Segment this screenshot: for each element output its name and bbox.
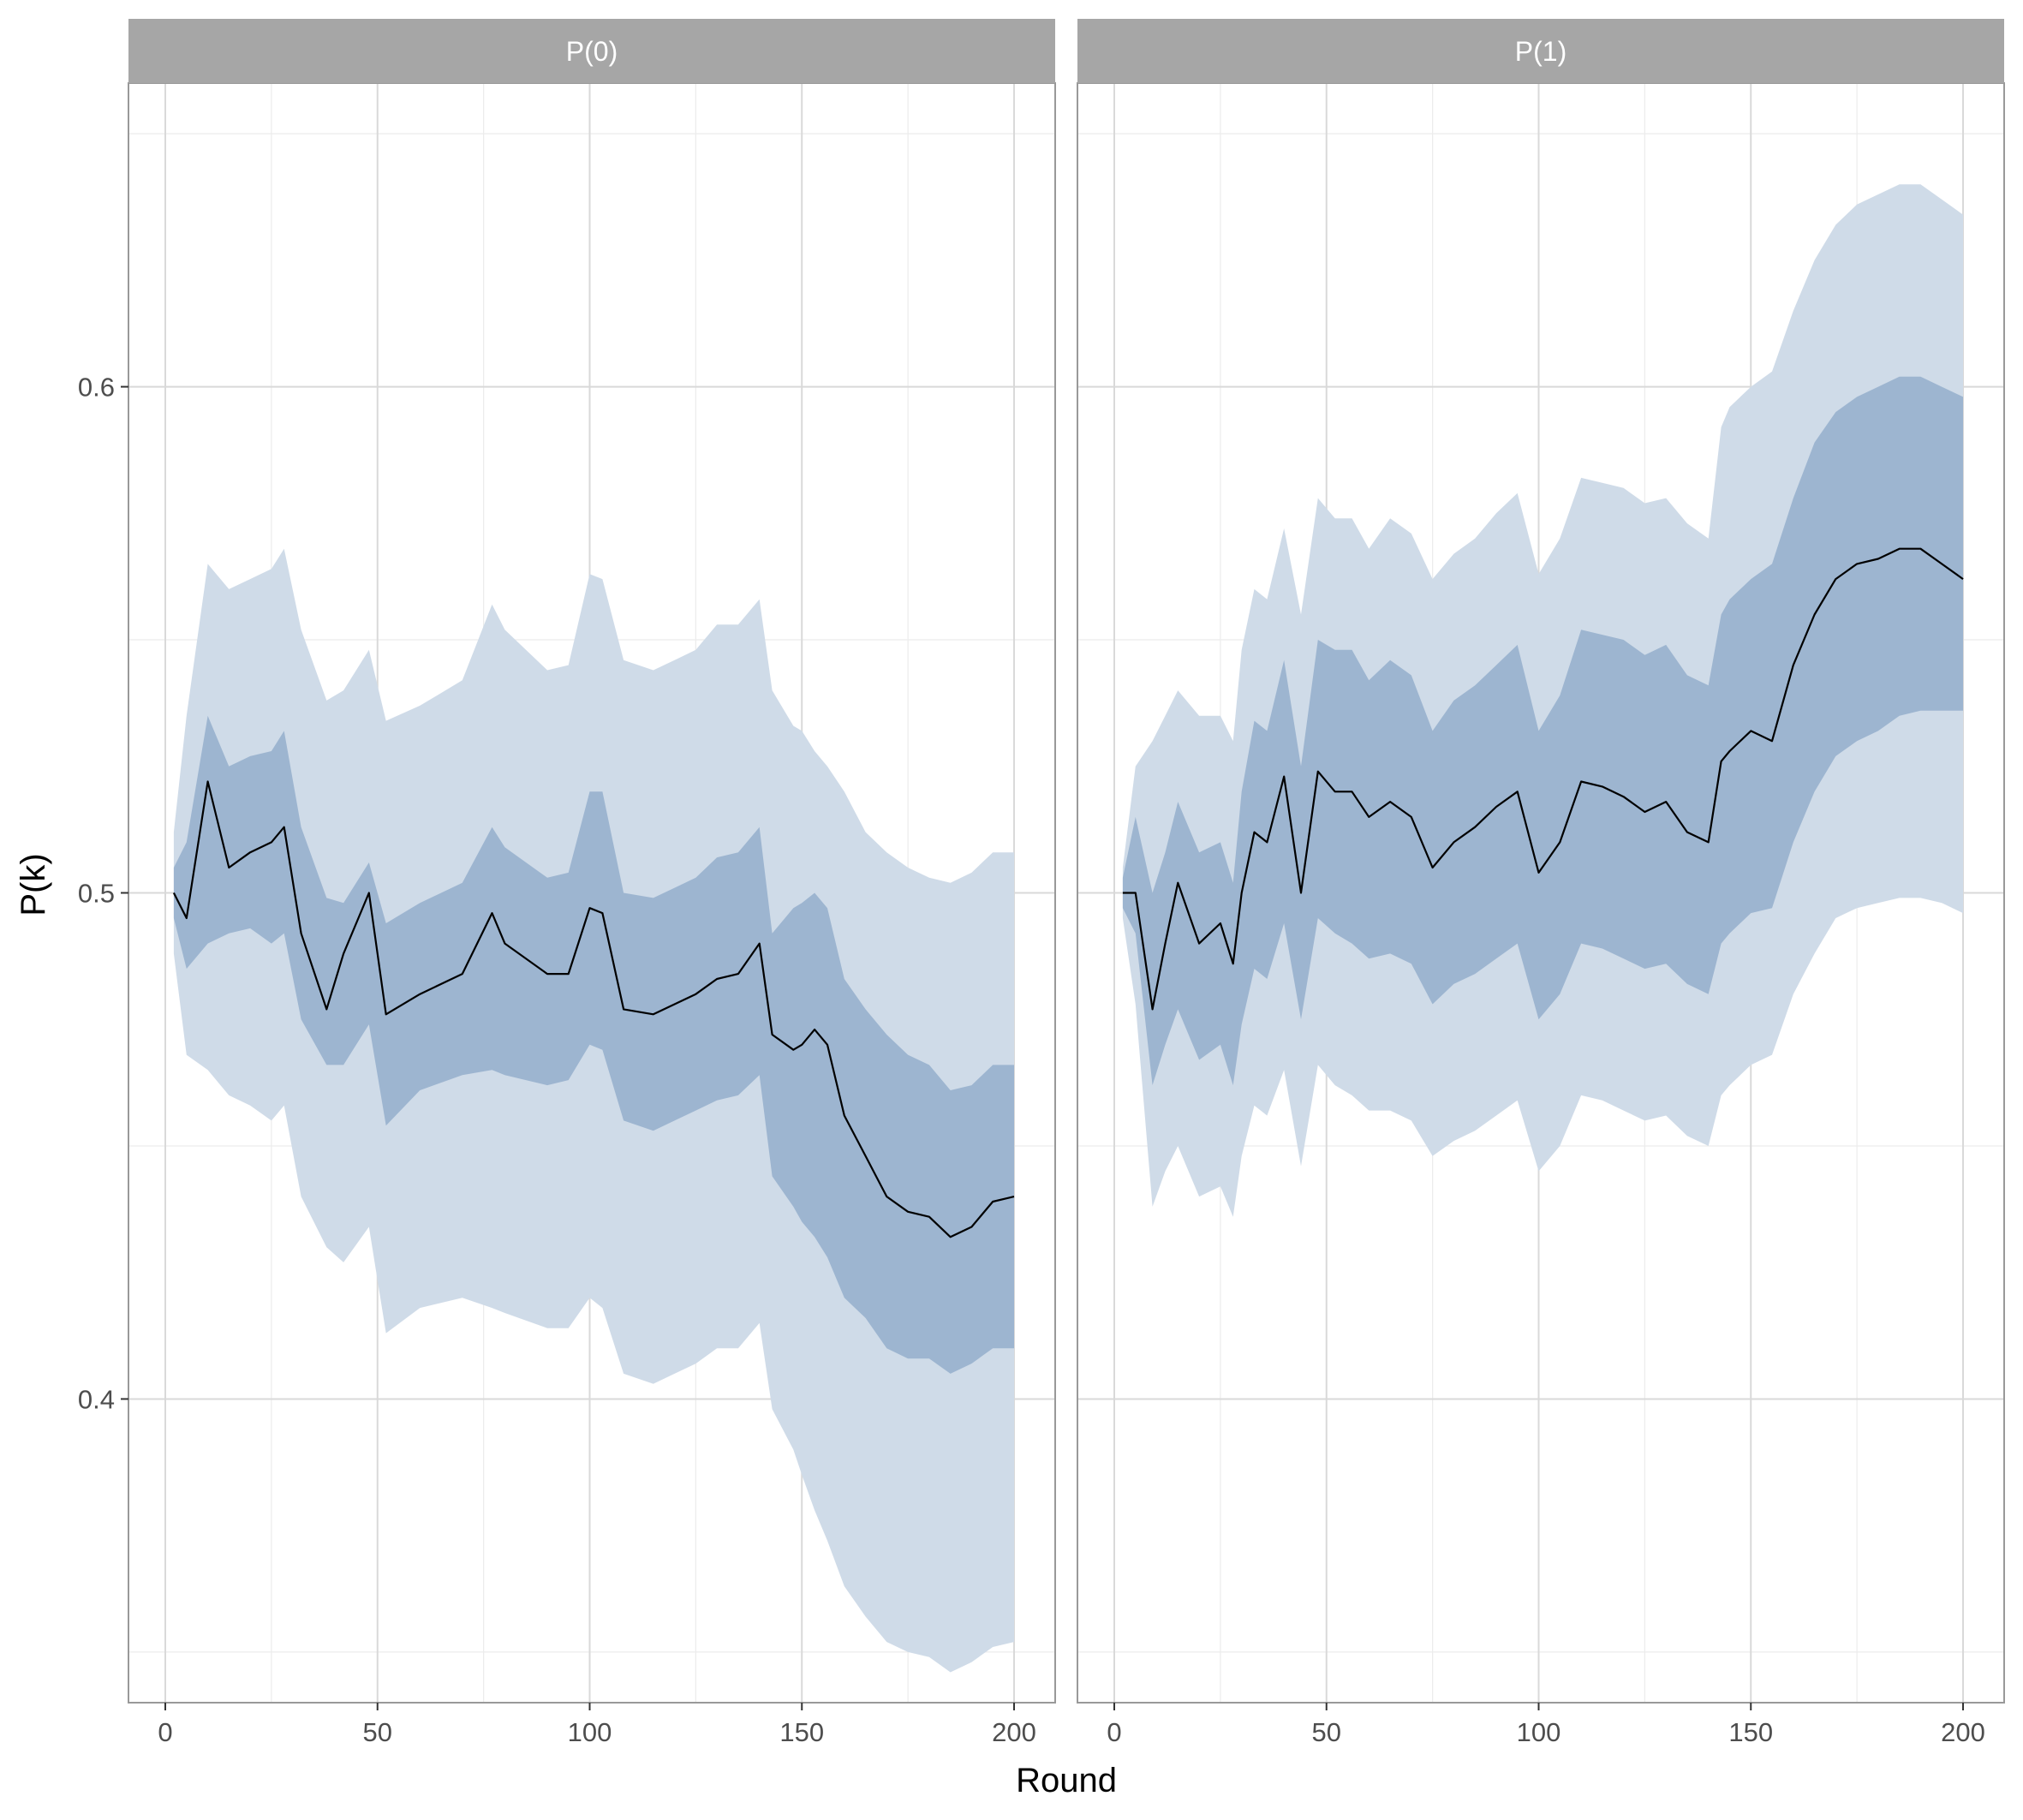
x-tick-label: 100: [568, 1717, 612, 1747]
panels-layer: [128, 82, 2005, 1704]
strip-background-p1: [1077, 19, 2004, 83]
mean-line: [172, 780, 1015, 1238]
x-tick-label: 100: [1517, 1717, 1561, 1747]
y-axis-title: P(k): [15, 853, 52, 916]
x-tick-label: 200: [1941, 1717, 1985, 1747]
x-axis-title: Round: [1016, 1762, 1117, 1799]
x-tick-label: 0: [158, 1717, 172, 1747]
y-axis-ticks: 0.4 0.5 0.6: [78, 373, 128, 1414]
y-tick-label: 0.5: [78, 879, 115, 909]
x-tick-label: 50: [1312, 1717, 1341, 1747]
panel-1: [1077, 82, 2005, 1704]
x-axis-ticks: 0 50 100 150 200 0 50 100 150 200: [158, 1703, 1985, 1747]
x-tick-label: 50: [363, 1717, 392, 1747]
mean-line: [1122, 547, 1964, 1011]
panel-0: [128, 82, 1056, 1704]
x-tick-label: 150: [1728, 1717, 1773, 1747]
outer-interval-band: [1122, 184, 1963, 1217]
y-tick-label: 0.6: [78, 373, 115, 403]
strip-label-p1: P(1): [1515, 36, 1566, 67]
strip-label-p0: P(0): [566, 36, 618, 67]
inner-interval-band: [1122, 376, 1963, 1086]
y-tick-label: 0.4: [78, 1384, 115, 1414]
strip-background-p0: [128, 19, 1055, 83]
strips-layer: P(0) P(1): [128, 19, 2004, 83]
inner-interval-band: [173, 715, 1014, 1374]
x-tick-label: 150: [779, 1717, 824, 1747]
outer-interval-band: [173, 548, 1014, 1673]
x-tick-label: 0: [1107, 1717, 1121, 1747]
x-tick-label: 200: [992, 1717, 1036, 1747]
